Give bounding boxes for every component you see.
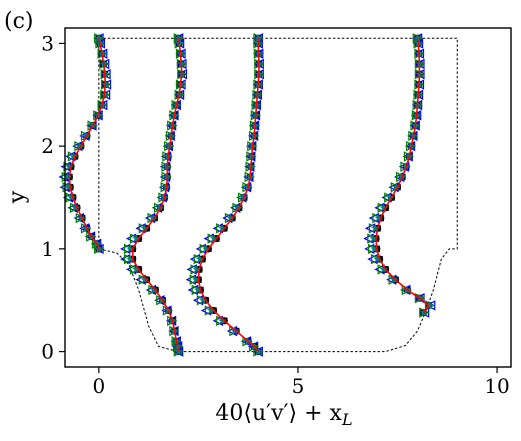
data-point-star xyxy=(379,265,388,273)
x-axis: 0 5 10 xyxy=(92,367,510,398)
series-star xyxy=(192,34,263,355)
profile-xL-8 xyxy=(363,33,436,318)
data-point-star xyxy=(82,131,91,140)
data-point-star xyxy=(209,234,218,242)
data-point-star xyxy=(218,316,227,325)
data-point-star xyxy=(379,203,388,212)
data-point-star xyxy=(64,183,73,191)
data-point-star xyxy=(233,203,242,212)
profile-line xyxy=(131,38,183,352)
data-point-star xyxy=(140,275,149,284)
data-point-star xyxy=(192,275,201,284)
y-tick-label: 0 xyxy=(41,340,54,364)
data-point-star xyxy=(199,296,208,304)
geometry-outline xyxy=(98,37,458,353)
y-tick-label: 2 xyxy=(41,134,54,158)
x-axis-label: 40⟨u′v′⟩ + xL xyxy=(215,401,352,429)
data-point-star xyxy=(371,224,380,232)
profile-line xyxy=(68,38,107,250)
data-point-star xyxy=(69,152,78,160)
data-point-star xyxy=(218,224,227,232)
profile-line xyxy=(375,38,430,314)
data-point-star xyxy=(392,183,401,191)
series-triangle-right xyxy=(61,33,112,255)
data-point-star xyxy=(207,306,216,314)
data-point-star xyxy=(71,203,80,212)
plot-area xyxy=(58,33,458,357)
data-point-star xyxy=(239,193,248,201)
data-point-star xyxy=(201,244,210,253)
data-point-star xyxy=(192,265,201,273)
series-triangle-right xyxy=(123,33,188,357)
profile-xL-0 xyxy=(58,33,112,255)
data-point-star xyxy=(149,213,158,222)
data-point-star xyxy=(132,265,141,273)
data-point-star xyxy=(75,141,84,150)
panel-label: (c) xyxy=(4,9,34,34)
x-tick-label: 0 xyxy=(92,374,105,398)
y-axis-label: y xyxy=(5,190,30,204)
series-triangle-left xyxy=(363,33,436,318)
data-point-star xyxy=(397,172,406,181)
data-point-star xyxy=(194,285,202,294)
data-point-star xyxy=(159,193,168,201)
data-point-star xyxy=(385,193,394,201)
data-point-star xyxy=(254,34,263,42)
data-point-star xyxy=(126,254,135,263)
profile-xL-4 xyxy=(185,33,265,357)
data-point-star xyxy=(226,213,235,222)
data-point-star xyxy=(94,34,103,42)
data-point-star xyxy=(63,172,72,181)
x-tick-label: 10 xyxy=(484,374,509,398)
y-tick-label: 1 xyxy=(41,237,54,261)
series-triangle-left xyxy=(185,33,264,357)
data-point-star xyxy=(67,193,76,201)
data-point-star xyxy=(369,234,378,242)
data-point-star xyxy=(126,244,135,253)
series-triangle-right xyxy=(189,33,265,357)
data-point-star xyxy=(174,34,183,42)
data-point-star xyxy=(373,254,382,263)
data-point-star xyxy=(132,234,141,242)
data-point-star xyxy=(370,244,379,253)
y-axis: 0 1 2 3 xyxy=(41,31,65,364)
data-point-star xyxy=(413,34,422,42)
data-point-star xyxy=(155,203,164,212)
profile-line xyxy=(197,38,260,353)
data-point-star xyxy=(196,254,204,263)
plot-frame xyxy=(64,27,512,368)
data-point-star xyxy=(65,162,74,171)
data-point-star xyxy=(140,224,149,232)
data-point-star xyxy=(374,213,383,222)
x-tick-label: 5 xyxy=(292,374,305,398)
profile-xL-2 xyxy=(119,33,188,357)
y-tick-label: 3 xyxy=(41,31,54,55)
